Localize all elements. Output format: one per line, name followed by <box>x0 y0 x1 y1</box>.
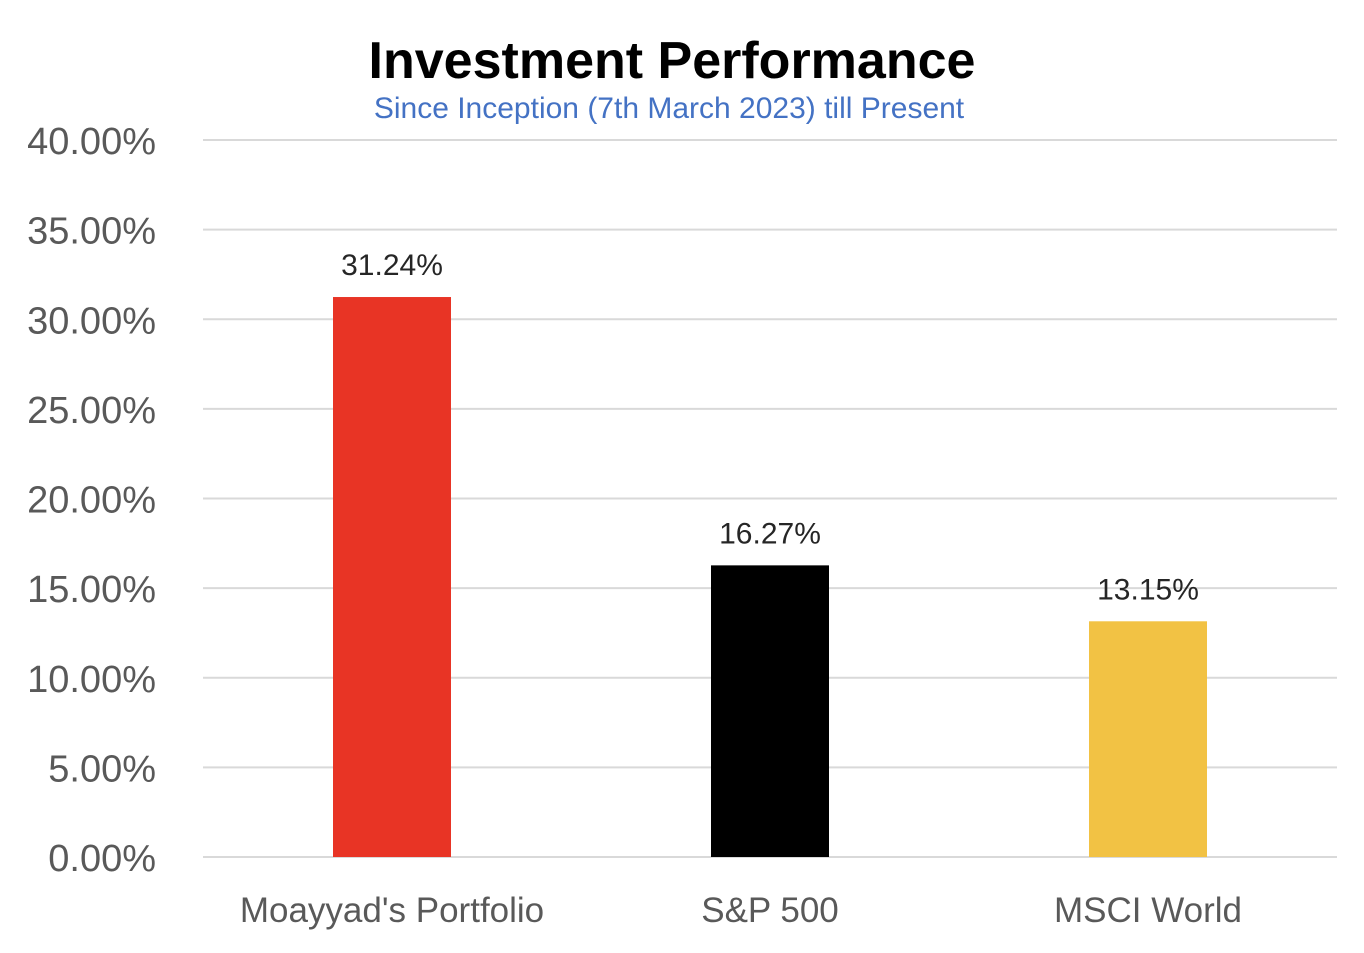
bar <box>1089 621 1207 857</box>
y-tick-label: 35.00% <box>27 211 156 253</box>
x-tick-label: S&P 500 <box>701 891 839 930</box>
x-axis-tick-labels: Moayyad's Portfolio S&P 500 MSCI World <box>240 891 1242 930</box>
x-tick-label: Moayyad's Portfolio <box>240 891 544 930</box>
data-label: 16.27% <box>719 517 821 550</box>
chart-title: Investment Performance <box>369 32 976 90</box>
bars <box>333 297 1207 857</box>
y-tick-label: 25.00% <box>27 390 156 432</box>
y-tick-label: 10.00% <box>27 659 156 701</box>
bar <box>333 297 451 857</box>
y-tick-label: 30.00% <box>27 300 156 342</box>
y-tick-label: 40.00% <box>27 121 156 163</box>
y-tick-label: 5.00% <box>48 748 156 790</box>
x-tick-label: MSCI World <box>1054 891 1242 930</box>
data-labels: 31.24% 16.27% 13.15% <box>341 249 1199 606</box>
y-tick-label: 15.00% <box>27 569 156 611</box>
chart-subtitle: Since Inception (7th March 2023) till Pr… <box>374 92 965 125</box>
y-axis-tick-labels: 0.00% 5.00% 10.00% 15.00% 20.00% 25.00% 30.00%… <box>27 121 156 880</box>
y-tick-label: 0.00% <box>48 838 156 880</box>
bar <box>711 565 829 857</box>
data-label: 31.24% <box>341 249 443 282</box>
data-label: 13.15% <box>1097 573 1199 606</box>
y-tick-label: 20.00% <box>27 480 156 522</box>
